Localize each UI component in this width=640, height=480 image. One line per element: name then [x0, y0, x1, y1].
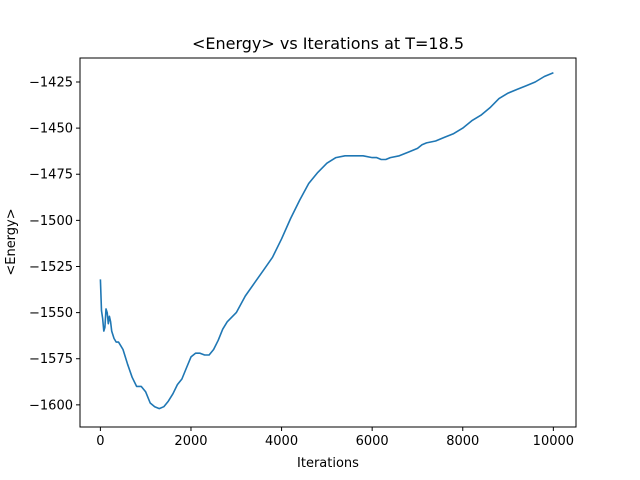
y-tick-label: −1600 — [29, 398, 73, 413]
x-tick-label: 6000 — [356, 434, 389, 449]
y-tick-label: −1575 — [29, 352, 73, 367]
chart-title: <Energy> vs Iterations at T=18.5 — [192, 34, 464, 53]
x-axis-label: Iterations — [297, 456, 359, 471]
x-tick-label: 0 — [96, 434, 104, 449]
y-tick-label: −1425 — [29, 75, 73, 90]
y-axis-label: <Energy> — [4, 208, 19, 275]
series-line-0 — [99, 72, 554, 410]
y-axis: −1425 −1450 −1475 −1500 −1525 −1550 −1575 −1600 — [29, 75, 80, 413]
x-tick-label: 8000 — [446, 434, 479, 449]
x-tick-label: 10000 — [533, 434, 574, 449]
y-tick-label: −1550 — [29, 306, 73, 321]
y-tick-label: −1450 — [29, 122, 73, 137]
y-tick-label: −1500 — [29, 214, 73, 229]
x-tick-label: 2000 — [174, 434, 207, 449]
y-tick-label: −1475 — [29, 168, 73, 183]
plot-area — [99, 72, 554, 410]
plot-frame — [79, 57, 577, 428]
y-tick-label: −1525 — [29, 260, 73, 275]
x-axis: 0 2000 4000 6000 8000 10000 — [96, 427, 574, 449]
x-tick-label: 4000 — [265, 434, 298, 449]
